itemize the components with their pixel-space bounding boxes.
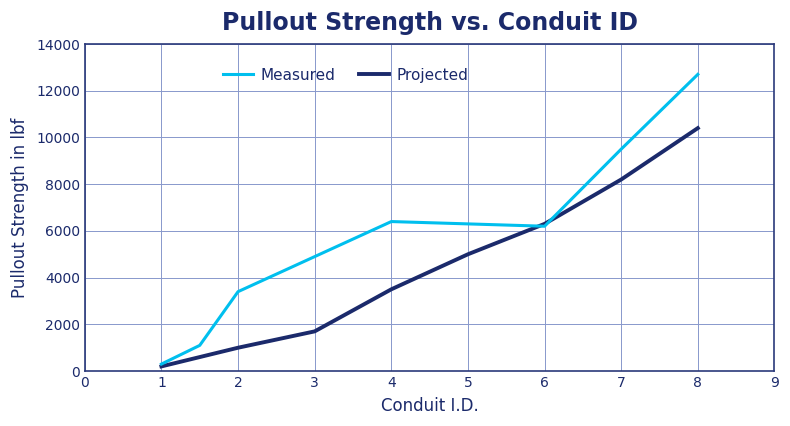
Measured	[693, 72, 702, 77]
Y-axis label: Pullout Strength in lbf: Pullout Strength in lbf	[11, 117, 29, 298]
Legend: Measured, Projected: Measured, Projected	[216, 61, 475, 89]
Measured	[195, 343, 205, 348]
Projected	[616, 177, 626, 182]
Measured	[386, 219, 396, 224]
Measured	[156, 362, 166, 367]
Projected	[463, 252, 472, 257]
Measured	[540, 224, 549, 229]
Projected	[156, 364, 166, 369]
Projected	[693, 126, 702, 131]
X-axis label: Conduit I.D.: Conduit I.D.	[381, 397, 479, 415]
Projected	[386, 287, 396, 292]
Measured	[233, 289, 243, 294]
Projected	[540, 222, 549, 227]
Line: Projected: Projected	[161, 128, 698, 366]
Title: Pullout Strength vs. Conduit ID: Pullout Strength vs. Conduit ID	[222, 11, 638, 35]
Line: Measured: Measured	[161, 75, 698, 364]
Projected	[310, 329, 319, 334]
Measured	[616, 147, 626, 152]
Projected	[233, 345, 243, 350]
Measured	[310, 254, 319, 259]
Measured	[463, 222, 472, 227]
